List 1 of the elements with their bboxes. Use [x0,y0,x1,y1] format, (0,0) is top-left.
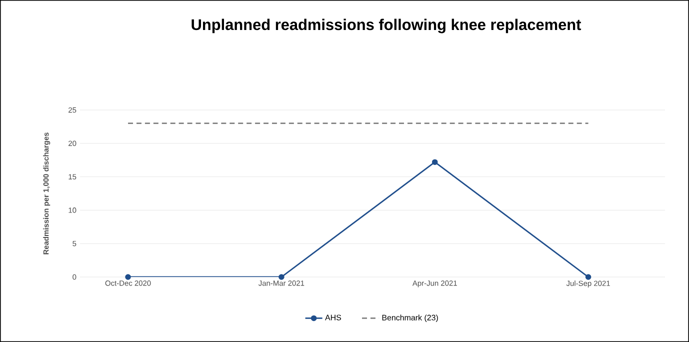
chart-title: Unplanned readmissions following knee replacement [192,18,582,34]
